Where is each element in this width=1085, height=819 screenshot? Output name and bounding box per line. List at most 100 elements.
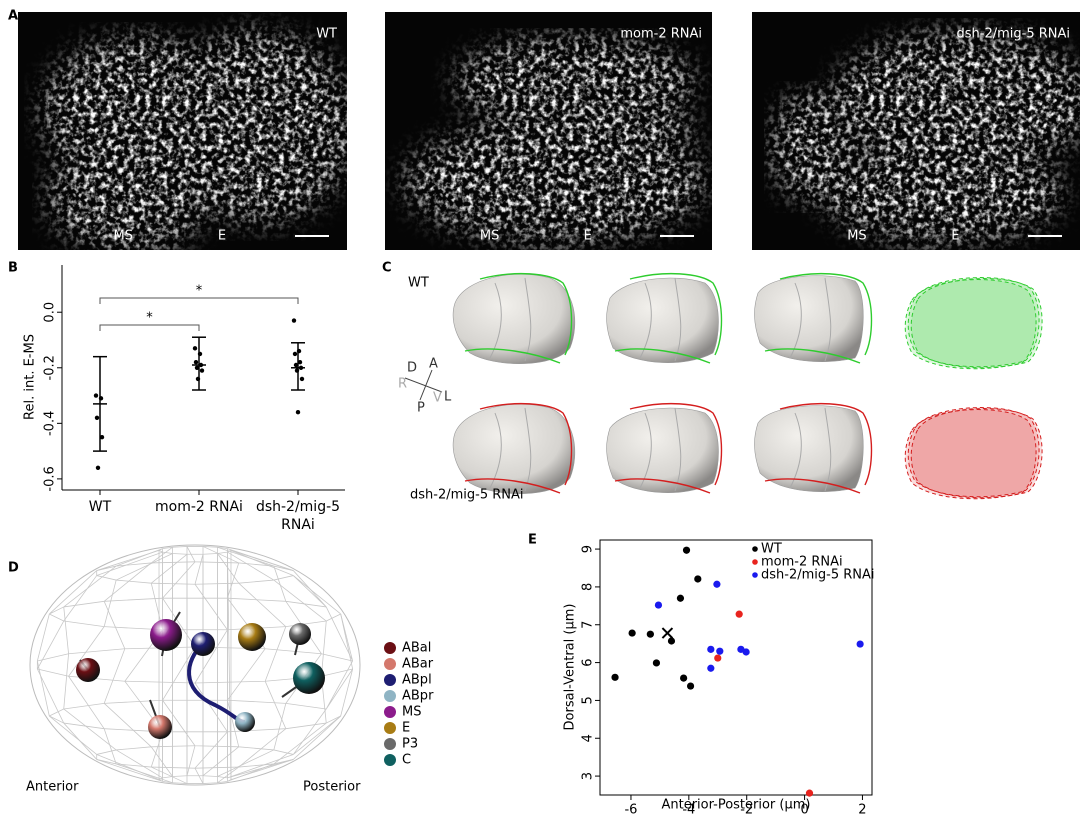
scatter-point [667, 637, 676, 645]
data-point [197, 351, 203, 357]
data-point [199, 368, 205, 373]
legend-swatch [384, 642, 396, 654]
data-point [296, 348, 302, 354]
wire-edge [230, 549, 294, 581]
image-title: mom-2 RNAi [620, 27, 702, 42]
cell-outline [764, 402, 873, 494]
wire-edge [202, 546, 218, 776]
y-tick-label: -0.2 [43, 355, 58, 380]
x-tick-label: mom-2 RNAi [155, 499, 243, 515]
wire-edge [227, 582, 287, 631]
wire-edge [202, 553, 218, 783]
cell-render [606, 402, 723, 494]
image-label: E [951, 229, 959, 244]
wire-edge [150, 746, 188, 777]
panel-label: C [382, 261, 392, 276]
image-title: dsh-2/mig-5 RNAi [957, 27, 1071, 42]
scatter-point [707, 664, 715, 672]
significance-bracket [99, 324, 200, 331]
wire-edge [162, 551, 173, 783]
outline-overlay [904, 277, 1043, 370]
scatter-point [652, 659, 661, 667]
plot-frame [599, 539, 873, 796]
scatter-point [716, 647, 724, 655]
overlay-shape [904, 409, 1037, 500]
cell-sphere [293, 662, 325, 694]
wire-edge [202, 546, 274, 567]
wire-edge [36, 613, 69, 662]
data-point [299, 376, 305, 382]
cell-render [754, 272, 873, 364]
wire-edge [162, 546, 173, 778]
cell-render [754, 402, 873, 494]
data-point [295, 410, 301, 415]
wire-edge [273, 565, 327, 608]
scatter-point [654, 601, 663, 609]
wire-edge [162, 561, 228, 599]
cell-surface [754, 405, 864, 492]
wire-edge [186, 546, 204, 776]
wire-edge [202, 766, 239, 784]
cell-sphere [191, 632, 215, 656]
legend-swatch [384, 722, 396, 734]
wire-edge [103, 648, 163, 704]
wire-edge [194, 626, 287, 684]
y-tick-label: 6 [581, 658, 596, 666]
scatter-point [707, 645, 715, 653]
orientation-label: P [417, 401, 425, 416]
wire-edge [273, 715, 341, 765]
legend-label: MS [402, 705, 421, 720]
wire-edge [96, 754, 163, 781]
mean-marker [661, 627, 674, 639]
data-point [98, 396, 104, 401]
image-label: MS [847, 229, 866, 244]
data-point [95, 465, 101, 470]
x-tick-label: 0 [800, 803, 808, 818]
y-tick-label: 4 [581, 734, 596, 742]
wire-edge [186, 745, 204, 777]
wire-outline [29, 544, 361, 786]
cell-surface [754, 275, 864, 362]
orientation-label: R [398, 377, 407, 392]
data-point [193, 360, 199, 365]
cell-outline [614, 272, 723, 364]
wire-edge [104, 583, 163, 631]
x-tick-label: dsh-2/mig-5 RNAi [255, 499, 341, 533]
legend-label: E [402, 721, 410, 736]
data-point [198, 362, 204, 368]
wire-edge [273, 703, 294, 755]
legend-label: mom-2 RNAi [761, 555, 843, 570]
data-point [194, 365, 200, 370]
legend-swatch [384, 690, 396, 702]
wire-edge [292, 570, 327, 608]
wire-edge [49, 570, 97, 615]
cell-render [452, 272, 576, 364]
outline-overlay [904, 407, 1043, 500]
cell-sphere [289, 623, 311, 645]
wire-edge [238, 722, 327, 768]
orientation-cross [404, 369, 443, 401]
wire-edge [151, 546, 196, 564]
significance-bracket [99, 297, 299, 304]
cell-outline [464, 272, 573, 364]
cell-outline [614, 402, 723, 494]
data-point [94, 415, 100, 420]
wire-edge [194, 553, 240, 585]
y-axis-label: Rel. int. E-MS [23, 334, 38, 420]
wire-edge [103, 562, 163, 602]
y-tick-label: 0.0 [43, 302, 58, 323]
wire-edge [63, 653, 105, 710]
cell-render [606, 272, 723, 364]
wire-edge [116, 553, 188, 584]
wire-edge [217, 546, 228, 777]
wire-edge [162, 646, 228, 701]
wire-edge [151, 554, 204, 585]
y-tick-label: 7 [581, 621, 596, 629]
wire-edge [124, 629, 228, 684]
overlay-shape [910, 408, 1043, 499]
wire-edge [227, 548, 294, 571]
wire-edge [158, 548, 163, 780]
data-point [294, 368, 300, 373]
